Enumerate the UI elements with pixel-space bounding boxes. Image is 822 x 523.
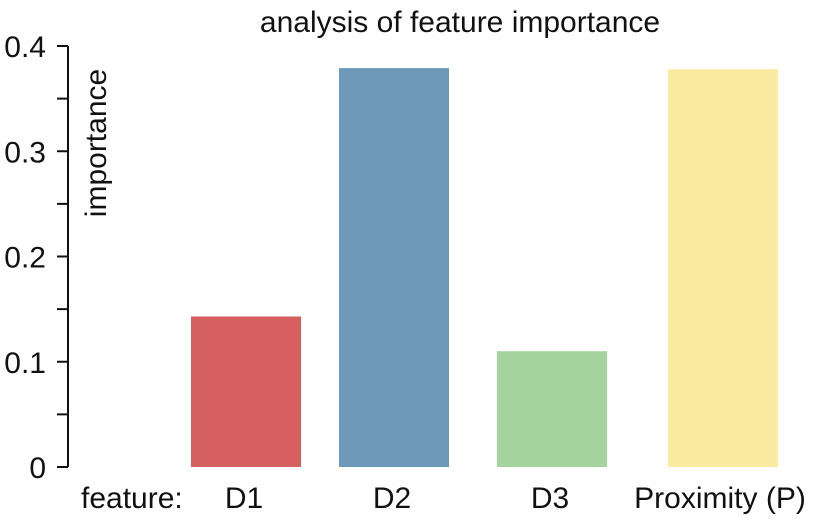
y-axis-label: importance <box>80 69 113 217</box>
y-tick-label: 0.4 <box>4 31 46 64</box>
y-tick-label: 0.2 <box>4 242 46 275</box>
y-axis: 0 0.1 0.2 0.3 0.4 <box>4 31 69 485</box>
x-tick-labels: D1 D2 D3 Proximity (P) <box>225 482 806 515</box>
y-tick-label: 0 <box>29 452 46 485</box>
bar-d1 <box>191 316 301 467</box>
bar-proximity-p <box>668 69 778 467</box>
bar-d2 <box>339 68 449 467</box>
bars-group <box>191 68 778 467</box>
x-axis-label: feature: <box>81 482 183 515</box>
y-tick-label: 0.1 <box>4 347 46 380</box>
x-tick-label: D2 <box>373 482 411 515</box>
y-tick-label: 0.3 <box>4 136 46 169</box>
x-tick-label: D3 <box>531 482 569 515</box>
x-tick-label: Proximity (P) <box>634 482 806 515</box>
bar-d3 <box>497 351 607 467</box>
chart-title: analysis of feature importance <box>260 6 660 39</box>
x-tick-label: D1 <box>225 482 263 515</box>
